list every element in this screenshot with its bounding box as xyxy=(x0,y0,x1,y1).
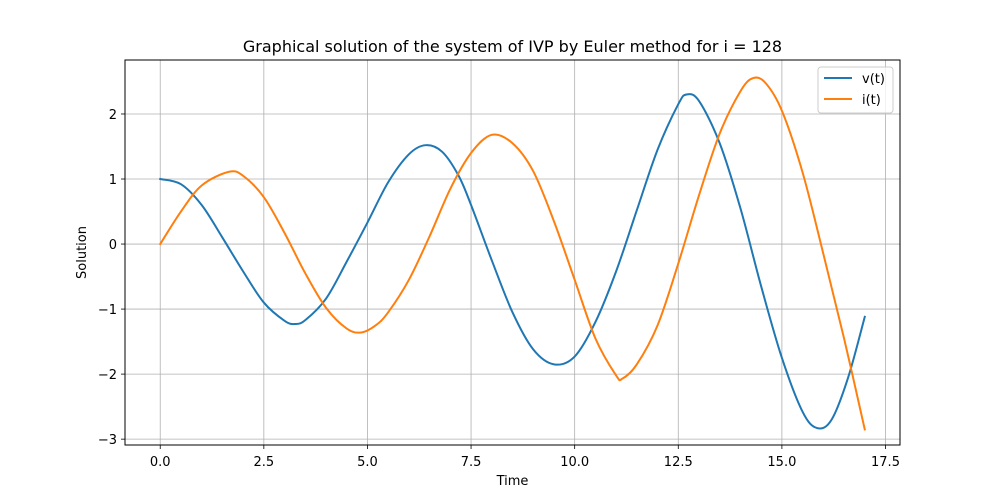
plot-frame xyxy=(124,59,901,446)
y-axis-label: Solution xyxy=(75,226,90,279)
legend-label-i: i(t) xyxy=(862,93,881,108)
y-tick-label: 2 xyxy=(109,108,117,123)
x-tick-label: 0.0 xyxy=(150,455,171,470)
series-line-v xyxy=(159,93,866,430)
x-tick-label: 12.5 xyxy=(664,455,693,470)
legend-label-v: v(t) xyxy=(862,72,885,87)
x-tick-label: 17.5 xyxy=(871,455,900,470)
x-tick-label: 5.0 xyxy=(357,455,378,470)
tick-marks xyxy=(121,113,886,449)
x-tick-label: 10.0 xyxy=(560,455,589,470)
x-tick-label: 15.0 xyxy=(767,455,796,470)
tick-labels: 0.0 2.5 5.0 7.5 10.0 12.5 15.0 17.5 −3 −2 −1 0 1 2 xyxy=(98,108,900,470)
y-tick-label: 0 xyxy=(109,238,117,253)
grid xyxy=(125,60,900,445)
chart-title: Graphical solution of the system of IVP … xyxy=(243,37,782,56)
y-tick-label: −3 xyxy=(98,433,117,448)
legend: v(t) i(t) xyxy=(817,66,894,114)
y-tick-label: −2 xyxy=(98,368,117,383)
series-lines xyxy=(158,76,866,431)
x-axis-label: Time xyxy=(496,474,529,489)
y-tick-label: 1 xyxy=(109,173,117,188)
x-tick-label: 2.5 xyxy=(253,455,274,470)
x-tick-label: 7.5 xyxy=(461,455,482,470)
series-line-i xyxy=(158,76,866,431)
y-tick-label: −1 xyxy=(98,303,117,318)
